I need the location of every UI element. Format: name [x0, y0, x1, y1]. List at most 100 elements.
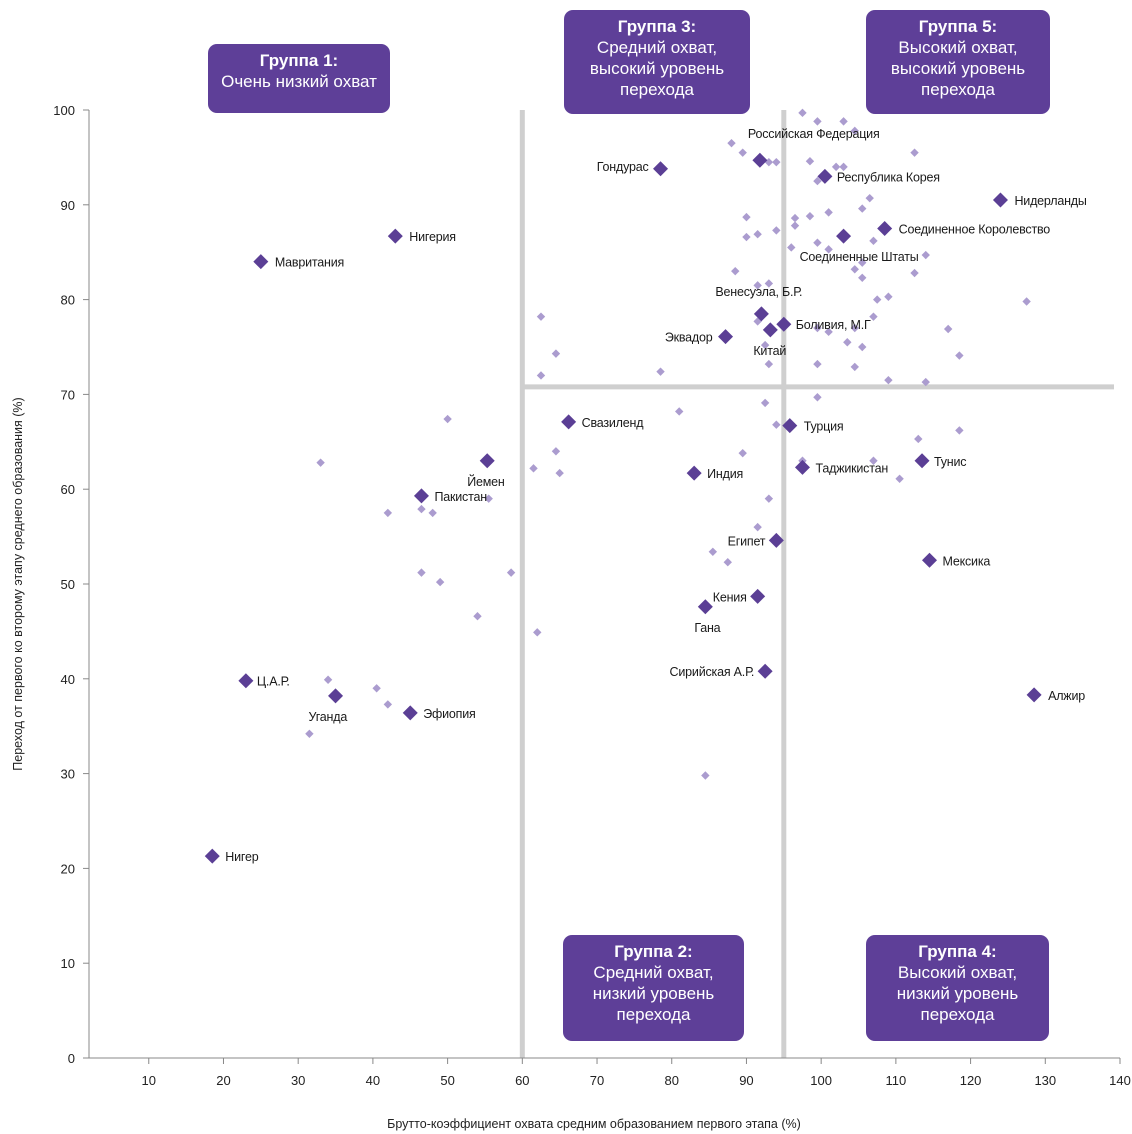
background-point: [869, 236, 878, 246]
x-tick-label: 120: [960, 1073, 982, 1088]
y-axis-title: Переход от первого ко второму этапу сред…: [11, 397, 25, 770]
point-label: Китай: [753, 344, 786, 358]
background-point: [772, 226, 781, 235]
background-point: [701, 771, 710, 780]
point-label: Мавритания: [275, 256, 344, 270]
background-point: [760, 340, 770, 350]
group-box-g2: Группа 2: Средний охват, низкий уровень пер…: [563, 935, 744, 1041]
point-label: Сирийская А.Р.: [670, 665, 755, 679]
highlighted-point: [653, 161, 669, 177]
axes: [88, 110, 1120, 1059]
group-title: Группа 4:: [918, 942, 997, 961]
background-point: [895, 474, 904, 483]
highlighted-point: [686, 465, 702, 481]
background-point: [435, 577, 445, 587]
background-point: [884, 292, 893, 301]
point-label: Тунис: [934, 455, 966, 469]
point-label: Кения: [713, 590, 747, 604]
background-point: [536, 371, 546, 380]
group-box-g4: Группа 4: Высокий охват, низкий уровень пер…: [866, 935, 1049, 1041]
background-point: [824, 208, 833, 217]
group-description-line: низкий уровень: [592, 984, 715, 1003]
x-axis-title: Брутто-коэффициент охвата средним образо…: [387, 1117, 801, 1131]
point-label: Боливия, М.Г: [796, 318, 871, 332]
point-label: Гондурас: [597, 160, 649, 174]
highlighted-point: [718, 329, 734, 345]
group-box-g3: Группа 3: Средний охват, высокий уровень пе…: [564, 10, 750, 114]
highlighted-point: [561, 414, 577, 430]
highlighted-point: [238, 673, 254, 689]
background-point: [764, 359, 774, 369]
highlighted-points: [204, 152, 1042, 864]
y-tick-label: 50: [61, 577, 75, 592]
highlighted-point: [750, 588, 766, 604]
point-label: Йемен: [467, 474, 505, 489]
background-point: [428, 508, 437, 518]
background-point: [305, 729, 314, 738]
background-point: [764, 279, 774, 288]
background-point: [955, 426, 964, 435]
y-tick-label: 40: [61, 672, 75, 687]
background-point: [805, 211, 815, 221]
x-tick-label: 90: [739, 1073, 753, 1088]
background-point: [323, 675, 333, 684]
background-point: [753, 522, 762, 532]
background-point: [772, 420, 781, 429]
background-point: [738, 148, 747, 157]
x-tick-label: 70: [590, 1073, 604, 1088]
background-point: [858, 258, 867, 267]
background-point: [738, 448, 747, 458]
background-point: [824, 327, 833, 337]
background-point: [529, 464, 538, 473]
highlighted-point: [921, 552, 937, 568]
highlighted-point: [782, 418, 798, 434]
highlighted-point: [817, 168, 833, 184]
group-description-line: низкий уровень: [896, 984, 1019, 1003]
background-point: [790, 213, 800, 223]
x-tick-label: 30: [291, 1073, 305, 1088]
point-label: Ц.А.Р.: [257, 675, 290, 689]
highlighted-point: [752, 152, 768, 168]
highlighted-point: [387, 228, 403, 244]
group-title: Группа 1:: [259, 51, 339, 70]
group-description-line: перехода: [920, 1005, 995, 1024]
x-tick-label: 40: [366, 1073, 380, 1088]
background-point: [921, 250, 930, 260]
y-tick-label: 80: [61, 293, 75, 308]
group-title: Группа 5:: [918, 17, 998, 36]
background-point: [316, 458, 325, 467]
group-description-line: перехода: [921, 80, 995, 99]
highlighted-point: [762, 322, 778, 338]
background-point: [813, 238, 822, 247]
y-tick-label: 100: [53, 103, 75, 118]
background-point: [850, 126, 859, 136]
highlighted-point: [914, 453, 930, 469]
background-point: [921, 377, 930, 387]
background-point: [865, 193, 874, 203]
background-points: [305, 108, 1031, 780]
background-point: [708, 547, 718, 556]
background-point: [858, 342, 867, 352]
point-label: Мексика: [942, 554, 990, 568]
background-point: [764, 494, 774, 503]
group-description-line: Высокий охват,: [897, 963, 1018, 982]
point-label: Нидерланды: [1014, 194, 1086, 208]
background-point: [872, 295, 882, 304]
point-label: Соединенное Королевство: [899, 223, 1051, 237]
point-label: Венесуэла, Б.Р.: [715, 285, 802, 299]
background-point: [805, 156, 815, 166]
point-label: Уганда: [309, 710, 348, 724]
background-point: [955, 351, 964, 360]
background-point: [798, 108, 807, 118]
background-point: [555, 468, 564, 478]
group-description-line: Очень низкий охват: [221, 72, 377, 91]
point-label: Российская Федерация: [748, 127, 880, 141]
highlighted-point: [992, 192, 1008, 208]
point-label: Египет: [728, 534, 766, 548]
highlighted-point: [253, 254, 269, 270]
background-point: [383, 508, 393, 518]
point-label: Индия: [707, 467, 743, 481]
background-point: [551, 349, 561, 358]
background-point: [850, 362, 859, 372]
point-label: Турция: [804, 420, 844, 434]
